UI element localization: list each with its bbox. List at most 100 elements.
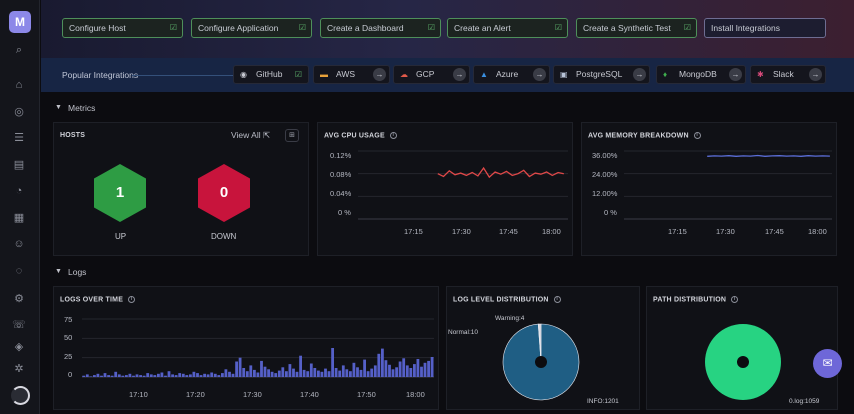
y-tick: 36.00% bbox=[592, 151, 618, 160]
support-icon[interactable]: ☏ bbox=[12, 319, 26, 331]
bar bbox=[242, 368, 246, 377]
button-label: Create a Dashboard bbox=[327, 23, 404, 33]
integrations-icon[interactable]: ◈ bbox=[14, 341, 24, 353]
integration-aws[interactable]: ▬ AWS → bbox=[313, 65, 390, 84]
info-icon[interactable]: i bbox=[553, 296, 561, 303]
hosts-down-hexagon[interactable]: 0 bbox=[198, 164, 250, 222]
path-distribution-panel: PATH DISTRIBUTION i 0.log:1059 bbox=[646, 286, 838, 410]
chat-support-button[interactable]: ✉ bbox=[813, 349, 842, 378]
logs-section-title[interactable]: Logs bbox=[68, 267, 87, 277]
filter-icon[interactable]: ⊞ bbox=[285, 129, 299, 142]
bar bbox=[391, 369, 395, 377]
info-icon[interactable]: i bbox=[693, 132, 701, 139]
integration-slack[interactable]: ✱ Slack → bbox=[750, 65, 826, 84]
integration-azure[interactable]: ▲ Azure → bbox=[473, 65, 550, 84]
infrastructure-icon[interactable]: ◎ bbox=[14, 106, 24, 118]
bar bbox=[89, 376, 93, 377]
synthetics-icon[interactable]: ◌ bbox=[15, 265, 23, 277]
hosts-up-hexagon[interactable]: 1 bbox=[94, 164, 146, 222]
memory-title-text: AVG MEMORY BREAKDOWN bbox=[588, 132, 689, 140]
bar bbox=[341, 365, 345, 377]
bar bbox=[317, 370, 320, 377]
bar bbox=[338, 370, 342, 377]
bar bbox=[345, 369, 349, 377]
integration-github[interactable]: ◉ GitHub ☑ bbox=[233, 65, 309, 84]
y-tick: 0.12% bbox=[330, 151, 352, 160]
bar bbox=[221, 373, 224, 377]
bar bbox=[231, 373, 235, 377]
arrow-right-icon: → bbox=[809, 68, 822, 81]
log-level-pie[interactable] bbox=[501, 322, 581, 402]
bar bbox=[363, 359, 366, 377]
bar bbox=[199, 375, 203, 377]
configure-host-button[interactable]: Configure Host ☑ bbox=[62, 18, 183, 38]
bar bbox=[427, 360, 430, 377]
bar bbox=[299, 355, 302, 377]
bar bbox=[117, 374, 121, 377]
create-alert-button[interactable]: Create an Alert ☑ bbox=[447, 18, 568, 38]
home-icon[interactable]: ⌂ bbox=[15, 79, 23, 91]
bar bbox=[381, 348, 384, 377]
bar bbox=[263, 366, 267, 377]
collapse-logs-icon[interactable]: ▼ bbox=[55, 268, 62, 275]
gcp-icon: ☁ bbox=[400, 70, 408, 79]
bar bbox=[402, 358, 406, 377]
y-tick: 0 % bbox=[604, 208, 617, 217]
integration-mongodb[interactable]: ♦ MongoDB → bbox=[656, 65, 746, 84]
alerts-icon[interactable]: ◔ bbox=[15, 185, 23, 197]
create-synthetic-test-button[interactable]: Create a Synthetic Test ☑ bbox=[576, 18, 697, 38]
install-integrations-button[interactable]: Install Integrations bbox=[704, 18, 826, 38]
bar bbox=[174, 375, 178, 377]
bar bbox=[270, 371, 274, 377]
gear-icon[interactable]: ✲ bbox=[14, 363, 24, 375]
bot-icon[interactable]: ☺ bbox=[13, 238, 25, 250]
y-tick: 12.00% bbox=[592, 189, 618, 198]
view-all-link[interactable]: View All ⇱ bbox=[231, 130, 270, 141]
bar bbox=[320, 371, 324, 377]
bar bbox=[128, 373, 132, 377]
chip-label: GitHub bbox=[256, 69, 283, 79]
integration-postgresql[interactable]: ▣ PostgreSQL → bbox=[553, 65, 650, 84]
info-icon[interactable]: i bbox=[128, 296, 136, 303]
bar bbox=[153, 375, 157, 377]
hosts-down-label: DOWN bbox=[211, 232, 237, 241]
bar bbox=[413, 364, 416, 377]
bar bbox=[181, 373, 185, 377]
log-level-distribution-panel: LOG LEVEL DISTRIBUTION i Warning:4 Normal… bbox=[446, 286, 640, 410]
series-line bbox=[707, 154, 830, 157]
x-tick: 17:10 bbox=[129, 390, 148, 399]
y-tick: 0 % bbox=[338, 208, 351, 217]
logs-over-time-panel: LOGS OVER TIME i 75 50 25 0 17:10 17:20 1… bbox=[53, 286, 439, 410]
info-icon[interactable]: i bbox=[389, 132, 397, 139]
info-icon[interactable]: i bbox=[731, 296, 739, 303]
create-dashboard-button[interactable]: Create a Dashboard ☑ bbox=[320, 18, 441, 38]
app-logo[interactable]: M bbox=[9, 11, 31, 33]
collapse-metrics-icon[interactable]: ▼ bbox=[55, 104, 62, 111]
bar bbox=[189, 374, 192, 377]
search-icon[interactable]: ⌕ bbox=[15, 44, 23, 56]
bar bbox=[139, 375, 142, 377]
bar bbox=[100, 375, 103, 377]
bar bbox=[395, 367, 398, 377]
bar bbox=[178, 373, 182, 377]
bar bbox=[409, 368, 413, 377]
integration-gcp[interactable]: ☁ GCP → bbox=[393, 65, 470, 84]
bar bbox=[196, 373, 199, 377]
bar bbox=[285, 371, 288, 377]
path-pie[interactable] bbox=[703, 322, 783, 402]
configure-application-button[interactable]: Configure Application ☑ bbox=[191, 18, 312, 38]
logs-title-text: LOGS OVER TIME bbox=[60, 296, 124, 304]
bar bbox=[260, 360, 263, 377]
bar bbox=[370, 368, 374, 377]
settings-icon[interactable]: ⚙ bbox=[14, 293, 24, 305]
bar bbox=[366, 371, 370, 377]
bar bbox=[107, 375, 110, 377]
pie-label-path: 0.log:1059 bbox=[789, 398, 820, 405]
metrics-section-title[interactable]: Metrics bbox=[68, 103, 96, 113]
bar bbox=[356, 367, 359, 377]
dashboards-icon[interactable]: ▦ bbox=[13, 212, 25, 224]
document-icon[interactable]: ▤ bbox=[13, 159, 25, 171]
button-label: Configure Host bbox=[69, 23, 126, 33]
avatar[interactable] bbox=[11, 386, 30, 405]
list-icon[interactable]: ☰ bbox=[14, 132, 24, 144]
